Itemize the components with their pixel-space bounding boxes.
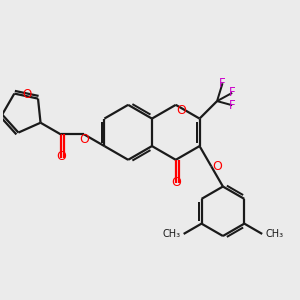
Text: O: O <box>79 134 89 146</box>
Text: O: O <box>212 160 222 173</box>
Text: O: O <box>171 176 181 189</box>
Text: O: O <box>22 88 31 101</box>
Text: CH₃: CH₃ <box>265 229 283 239</box>
Text: CH₃: CH₃ <box>163 229 181 239</box>
Text: F: F <box>229 86 236 99</box>
Text: F: F <box>219 77 226 90</box>
Text: O: O <box>56 150 66 163</box>
Text: F: F <box>229 99 236 112</box>
Text: O: O <box>177 104 187 117</box>
